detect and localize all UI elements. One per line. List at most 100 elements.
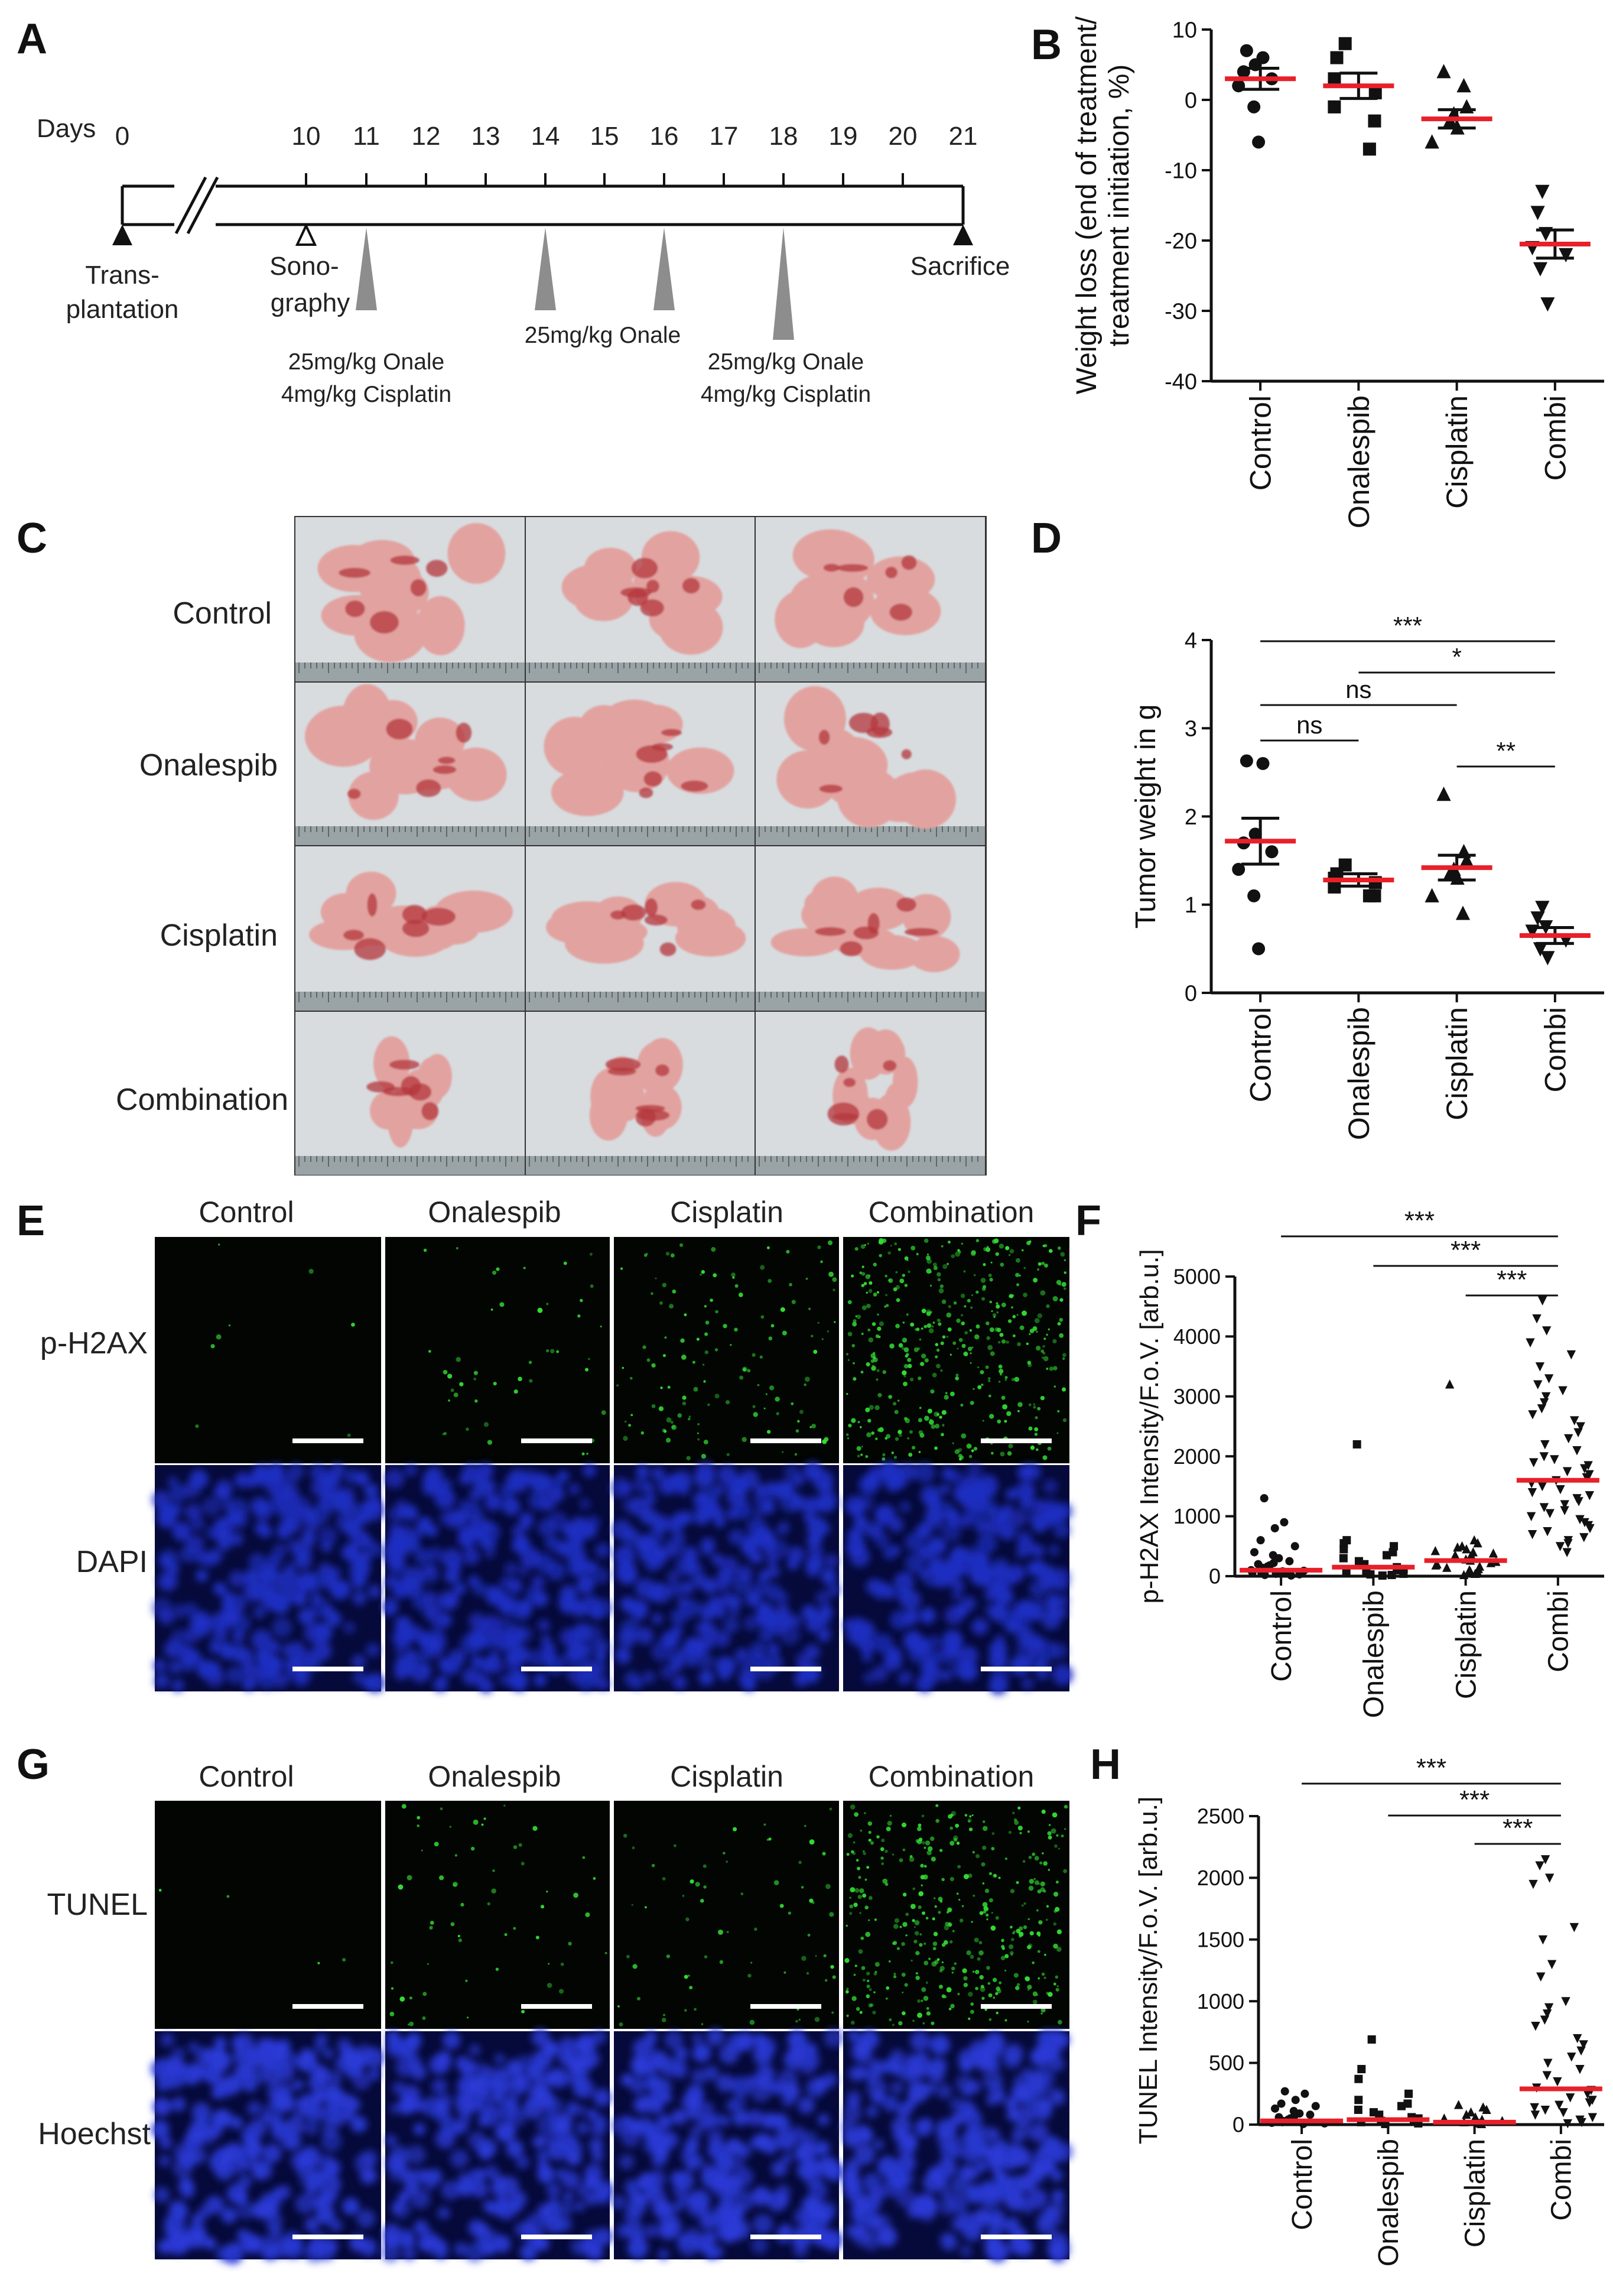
data-point xyxy=(1530,911,1545,926)
data-point xyxy=(1559,2108,1568,2118)
data-point xyxy=(1436,64,1451,79)
data-point xyxy=(1573,2034,1582,2044)
data-point xyxy=(1256,1536,1265,1545)
x-category-label: Control xyxy=(1244,395,1277,491)
data-point xyxy=(1555,1542,1565,1551)
dose-arrow-day11-icon xyxy=(356,228,377,310)
data-point xyxy=(1277,2099,1286,2108)
data-point xyxy=(1397,2102,1406,2110)
data-point xyxy=(1362,142,1376,156)
micro-e-header-control: Control xyxy=(199,1196,294,1229)
micro-g-row-label-signal: TUNEL xyxy=(47,1888,148,1922)
timeline-tick-label: 13 xyxy=(471,122,500,151)
data-point xyxy=(1367,2035,1376,2044)
data-point xyxy=(1526,1512,1536,1521)
significance-label: *** xyxy=(1416,1753,1446,1782)
data-point xyxy=(1542,2071,1552,2080)
y-axis-label: treatment initiation, %) xyxy=(1104,64,1135,347)
data-point xyxy=(1535,1861,1544,1870)
y-tick-label: 4 xyxy=(1185,628,1197,653)
scale-bar xyxy=(292,2235,363,2239)
y-tick-label: 0 xyxy=(1232,2113,1244,2137)
data-point xyxy=(1579,1533,1589,1542)
transplantation-marker-icon xyxy=(112,225,132,245)
data-point xyxy=(1539,1398,1549,1408)
x-category-label: Cisplatin xyxy=(1440,395,1474,509)
data-point xyxy=(1535,901,1550,915)
data-point xyxy=(1575,2065,1585,2074)
x-category-label: Control xyxy=(1244,1007,1277,1102)
data-point xyxy=(1442,1563,1452,1572)
days-label: Days xyxy=(37,114,96,143)
data-point xyxy=(1532,1314,1542,1324)
signal-micrograph xyxy=(155,1237,381,1463)
dose-arrow-day18-icon xyxy=(773,228,794,340)
data-point xyxy=(1531,2021,1540,2031)
timeline-tick-label: 14 xyxy=(531,122,560,151)
data-point xyxy=(1545,1509,1555,1518)
data-point xyxy=(1300,2089,1309,2098)
data-point xyxy=(1339,1545,1348,1554)
data-point xyxy=(1527,1488,1537,1498)
data-point xyxy=(1556,1485,1565,1495)
x-category-label: Onalespib xyxy=(1358,1590,1390,1718)
signal-micrograph xyxy=(385,1801,610,2029)
tumor-photo xyxy=(526,517,755,681)
data-point xyxy=(1560,1506,1569,1515)
data-point xyxy=(1533,262,1548,277)
significance-label: *** xyxy=(1459,1785,1490,1814)
significance-label: ns xyxy=(1345,676,1371,703)
x-category-label: Control xyxy=(1287,2139,1318,2230)
significance-label: ns xyxy=(1296,711,1322,739)
signal-micrograph xyxy=(614,1237,839,1463)
scale-bar xyxy=(981,2004,1052,2009)
data-point xyxy=(1567,2053,1576,2062)
nuclei-micrograph xyxy=(151,1462,385,1693)
x-category-label: Cisplatin xyxy=(1451,1590,1482,1699)
signal-micrograph xyxy=(843,1801,1069,2029)
data-point xyxy=(1572,1446,1582,1456)
data-point xyxy=(1544,2003,1554,2013)
y-tick-label: -20 xyxy=(1165,229,1197,254)
tumor-photo-grid xyxy=(294,516,987,1175)
scale-bar xyxy=(750,2235,821,2239)
data-point xyxy=(1528,1410,1537,1420)
tumor-photo xyxy=(756,683,985,845)
axis-break-right xyxy=(186,176,219,235)
data-point xyxy=(1538,1935,1548,1945)
data-point xyxy=(1553,2077,1562,2087)
scale-bar xyxy=(750,1438,821,1443)
nuclei-micrograph xyxy=(609,1460,841,1691)
axis-break-left xyxy=(174,176,207,235)
data-point xyxy=(1544,1873,1555,1883)
data-point xyxy=(1573,1428,1583,1438)
nuclei-micrograph xyxy=(381,2028,614,2263)
data-point xyxy=(1354,2074,1363,2083)
data-point xyxy=(1290,1542,1299,1551)
data-point xyxy=(1526,1338,1535,1347)
data-point xyxy=(1451,1550,1460,1560)
data-point xyxy=(1529,1458,1539,1467)
scale-bar xyxy=(981,2235,1052,2239)
chart-weight-loss: -40 -30 -20 -10 0 10 Control Onalespib Cisplatin… xyxy=(1071,16,1604,528)
data-point xyxy=(1535,1362,1545,1372)
timeline-tick-label: 19 xyxy=(829,122,858,151)
data-point xyxy=(1248,827,1262,841)
scale-bar xyxy=(521,2004,592,2009)
data-point xyxy=(1585,1491,1595,1501)
data-point xyxy=(1529,1879,1538,1889)
micro-e-header-combination: Combination xyxy=(869,1196,1035,1229)
tumor-photo xyxy=(295,846,525,1011)
timeline-tick-label: 16 xyxy=(650,122,679,151)
data-point xyxy=(1240,44,1253,57)
timeline-tick-label: 10 xyxy=(292,122,321,151)
y-tick-label: 500 xyxy=(1209,2051,1244,2075)
timeline-tick-label: 21 xyxy=(949,122,978,151)
x-category-label: Combi xyxy=(1543,1590,1575,1673)
data-point xyxy=(1541,1392,1551,1402)
data-point xyxy=(1383,1551,1391,1560)
data-point xyxy=(1471,2112,1480,2122)
scale-bar xyxy=(521,1438,592,1443)
data-point xyxy=(1306,2110,1315,2119)
sonography-label-2: graphy xyxy=(271,288,350,317)
